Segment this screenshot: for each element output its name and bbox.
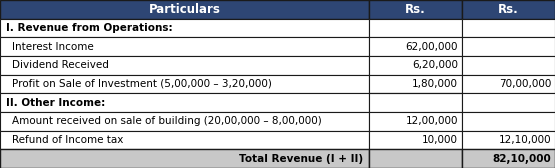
Bar: [369, 131, 462, 149]
Text: Amount received on sale of building (20,00,000 – 8,00,000): Amount received on sale of building (20,…: [12, 116, 322, 126]
Text: Profit on Sale of Investment (5,00,000 – 3,20,000): Profit on Sale of Investment (5,00,000 –…: [12, 79, 272, 89]
Bar: [462, 56, 555, 75]
Text: 62,00,000: 62,00,000: [405, 42, 458, 52]
Bar: [369, 56, 462, 75]
Text: Rs.: Rs.: [498, 3, 519, 16]
Bar: [0, 131, 369, 149]
Bar: [0, 75, 369, 93]
Text: Interest Income: Interest Income: [12, 42, 94, 52]
Bar: [462, 37, 555, 56]
Bar: [462, 19, 555, 37]
Text: 82,10,000: 82,10,000: [492, 154, 551, 164]
Bar: [0, 19, 369, 37]
Text: 70,00,000: 70,00,000: [499, 79, 551, 89]
Bar: [0, 149, 369, 168]
Text: Refund of Income tax: Refund of Income tax: [12, 135, 124, 145]
Text: 1,80,000: 1,80,000: [412, 79, 458, 89]
Text: Particulars: Particulars: [149, 3, 220, 16]
Text: Dividend Received: Dividend Received: [12, 60, 109, 70]
Text: Rs.: Rs.: [405, 3, 426, 16]
Bar: [369, 37, 462, 56]
Bar: [462, 0, 555, 19]
Text: II. Other Income:: II. Other Income:: [6, 98, 105, 108]
Bar: [462, 112, 555, 131]
Text: 12,00,000: 12,00,000: [405, 116, 458, 126]
Bar: [0, 37, 369, 56]
Bar: [369, 112, 462, 131]
Bar: [462, 75, 555, 93]
Bar: [0, 0, 369, 19]
Text: 12,10,000: 12,10,000: [498, 135, 551, 145]
Text: I. Revenue from Operations:: I. Revenue from Operations:: [6, 23, 172, 33]
Bar: [0, 112, 369, 131]
Bar: [462, 149, 555, 168]
Bar: [0, 93, 369, 112]
Text: 6,20,000: 6,20,000: [412, 60, 458, 70]
Bar: [369, 19, 462, 37]
Bar: [369, 0, 462, 19]
Bar: [462, 131, 555, 149]
Bar: [462, 93, 555, 112]
Bar: [369, 149, 462, 168]
Text: Total Revenue (I + II): Total Revenue (I + II): [239, 154, 364, 164]
Text: 10,000: 10,000: [422, 135, 458, 145]
Bar: [369, 93, 462, 112]
Bar: [369, 75, 462, 93]
Bar: [0, 56, 369, 75]
